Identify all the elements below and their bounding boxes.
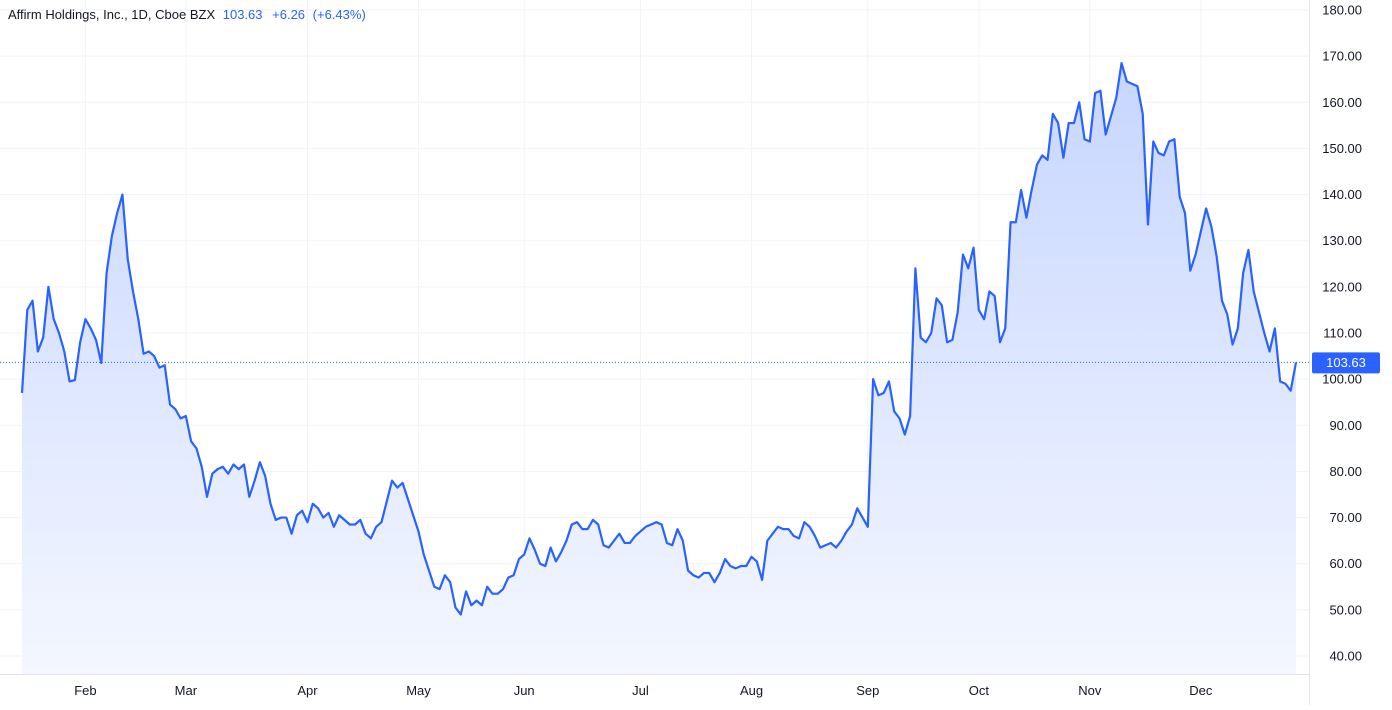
y-tick-label: 130.00 [1322, 233, 1362, 248]
x-tick-label: Mar [175, 683, 198, 698]
y-tick-label: 40.00 [1329, 649, 1362, 664]
x-tick-label: Dec [1189, 683, 1213, 698]
y-tick-label: 80.00 [1329, 464, 1362, 479]
y-tick-label: 70.00 [1329, 510, 1362, 525]
last-price-value: 103.63 [222, 7, 263, 22]
y-tick-label: 150.00 [1322, 141, 1362, 156]
price-area [22, 63, 1296, 675]
y-tick-label: 100.00 [1322, 372, 1362, 387]
x-tick-label: Aug [740, 683, 763, 698]
price-change-value: +6.26 [272, 7, 306, 22]
x-tick-label: Sep [856, 683, 879, 698]
price-axis[interactable]: 180.00 170.00 160.00 150.00 140.00 130.00 120.… [1322, 3, 1362, 664]
x-tick-label: Jun [514, 683, 535, 698]
y-tick-label: 180.00 [1322, 3, 1362, 18]
x-tick-label: Apr [297, 683, 318, 698]
symbol-title[interactable]: Affirm Holdings, Inc., 1D, Cboe BZX [8, 7, 216, 22]
y-tick-label: 140.00 [1322, 187, 1362, 202]
y-tick-label: 160.00 [1322, 95, 1362, 110]
y-tick-label: 120.00 [1322, 279, 1362, 294]
y-tick-label: 110.00 [1323, 326, 1362, 341]
x-tick-label: May [406, 683, 431, 698]
x-tick-label: Nov [1078, 683, 1102, 698]
y-tick-label: 90.00 [1329, 418, 1362, 433]
y-tick-label: 50.00 [1329, 602, 1362, 617]
price-line [20, 61, 1298, 616]
symbol-legend: Affirm Holdings, Inc., 1D, Cboe BZX 103.… [8, 7, 366, 22]
last-price-badge-text: 103.63 [1326, 355, 1366, 370]
y-tick-label: 170.00 [1322, 49, 1362, 64]
time-axis[interactable]: Feb Mar Apr May Jun Jul Aug Sep Oct Nov Dec [74, 683, 1213, 698]
x-tick-label: Jul [632, 683, 649, 698]
price-change-percent: (+6.43%) [312, 7, 366, 22]
x-tick-label: Feb [74, 683, 96, 698]
x-tick-label: Oct [969, 683, 990, 698]
last-price-badge-bg [1312, 352, 1380, 374]
y-tick-label: 60.00 [1329, 556, 1362, 571]
last-price-badge: 103.63 [1312, 352, 1380, 374]
